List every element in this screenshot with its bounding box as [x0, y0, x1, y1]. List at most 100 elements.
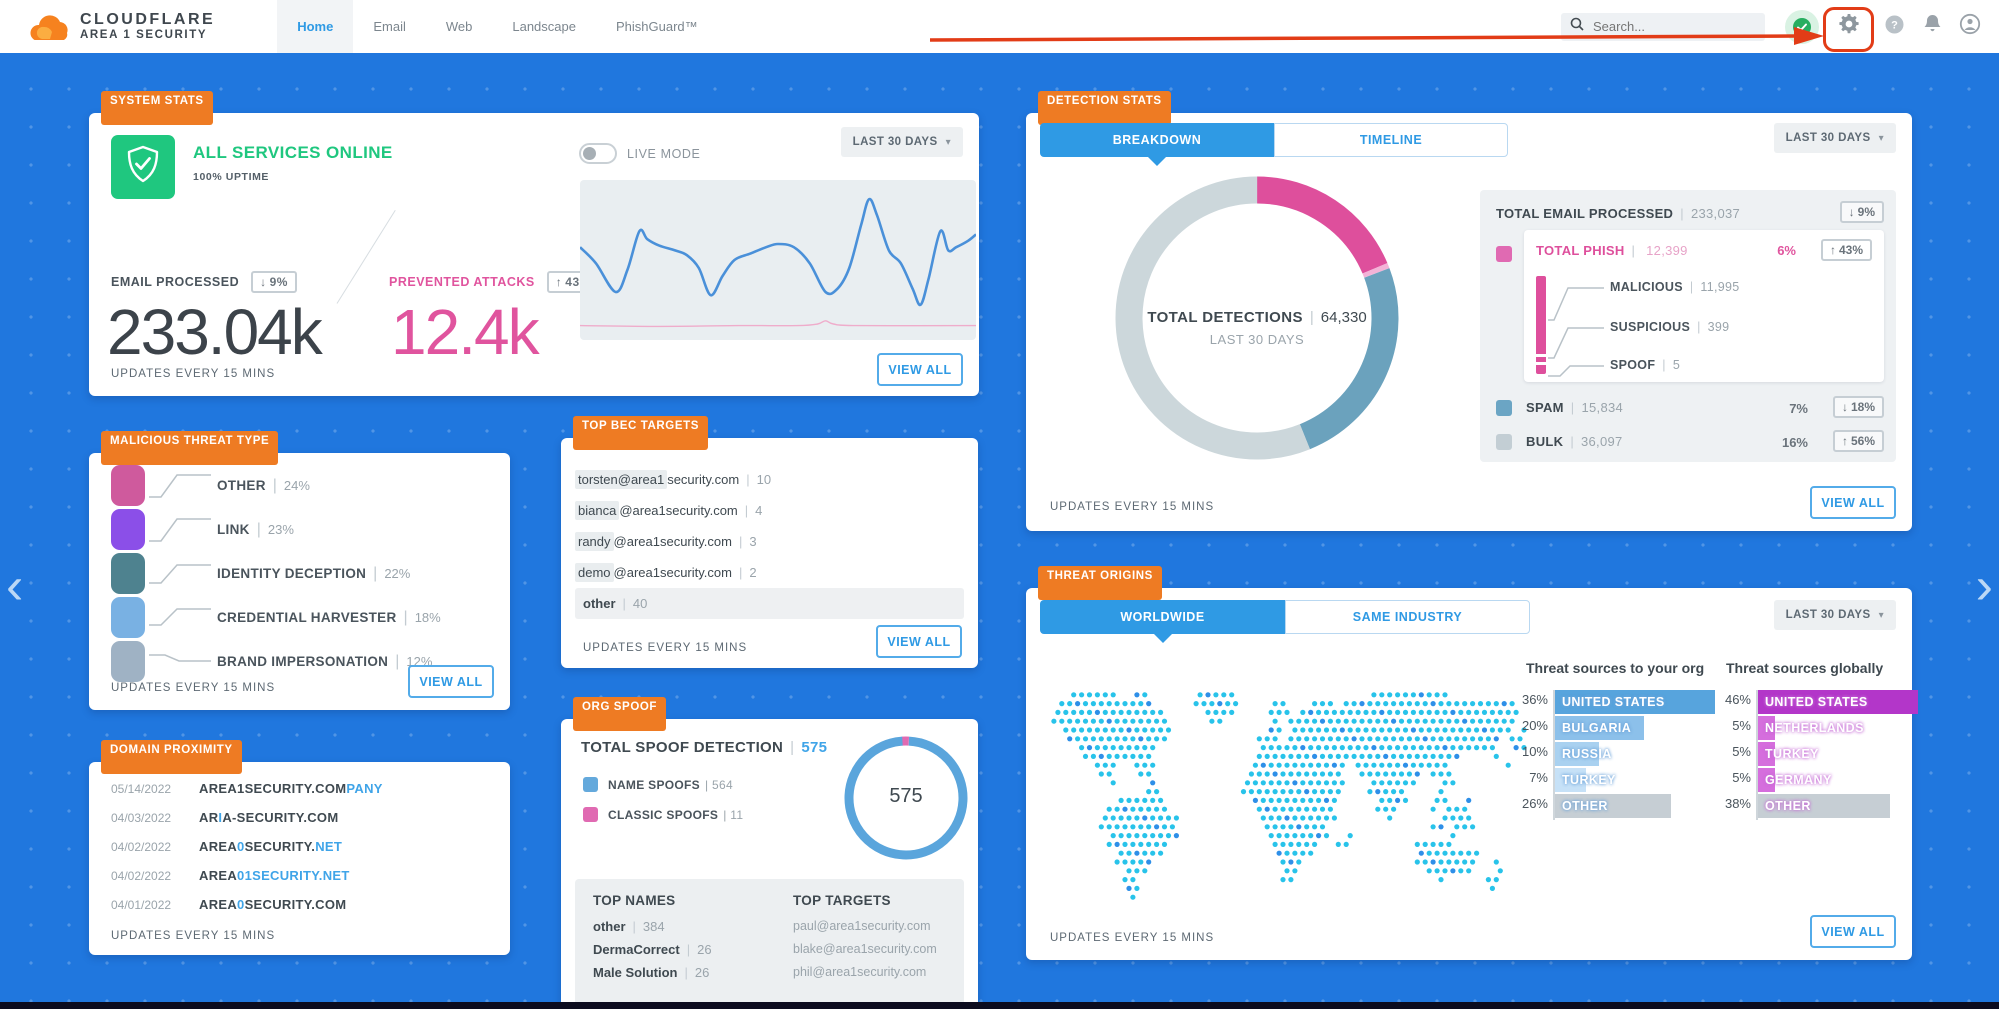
- view-all-button[interactable]: VIEW ALL: [1810, 486, 1896, 519]
- range-dropdown[interactable]: LAST 30 DAYS ▾: [1773, 123, 1896, 153]
- global-column-title: Threat sources globally: [1726, 660, 1884, 676]
- phish-sub-row: SPOOF | 5: [1610, 358, 1681, 372]
- threat-type-row: OTHER | 24%: [111, 465, 494, 506]
- top-bec-targets-card: TOP BEC TARGETS torsten@area1 security.co…: [561, 416, 978, 668]
- settings-button[interactable]: [1823, 4, 1875, 52]
- domain-row[interactable]: 04/02/2022 AREA0SECURITY.NET: [111, 832, 494, 861]
- bulk-row: BULK | 36,097: [1526, 434, 1623, 449]
- domain-date: 05/14/2022: [111, 781, 172, 796]
- live-mode-toggle[interactable]: LIVE MODE: [579, 143, 700, 164]
- account-button[interactable]: [1951, 13, 1989, 40]
- view-all-button[interactable]: VIEW ALL: [876, 625, 962, 658]
- global-bars: UNITED STATES NETHERLANDS TURKEY GERMANY OTH…: [1756, 690, 1918, 820]
- view-all-button[interactable]: VIEW ALL: [408, 665, 494, 698]
- toggle-track[interactable]: [579, 143, 617, 164]
- carousel-next-arrow[interactable]: ›: [1975, 557, 1993, 615]
- origin-bar: OTHER: [1758, 794, 1890, 818]
- phish-stacked-bar: [1536, 276, 1546, 374]
- connector-lines: [1548, 287, 1604, 377]
- threat-color-swatch: [111, 465, 145, 506]
- redacted-highlight: bianca: [575, 501, 620, 520]
- threat-type-label: OTHER: [217, 478, 266, 493]
- bec-count: 3: [749, 534, 757, 549]
- view-all-button[interactable]: VIEW ALL: [1810, 915, 1896, 948]
- nav-item-web[interactable]: Web: [445, 19, 473, 34]
- carousel-prev-arrow[interactable]: ‹: [6, 557, 24, 615]
- donut-center-text: TOTAL DETECTIONS | 64,330 LAST 30 DAYS: [1147, 309, 1367, 347]
- card-badge: DETECTION STATS: [1038, 91, 1171, 125]
- origin-bar: OTHER: [1555, 794, 1671, 818]
- domain-name: AREA1SECURITY.COMPANY: [199, 781, 383, 796]
- nav-item-landscape[interactable]: Landscape: [512, 19, 576, 34]
- range-dropdown[interactable]: LAST 30 DAYS ▾: [840, 127, 963, 157]
- updates-note: UPDATES EVERY 15 MINS: [111, 368, 276, 380]
- nav-right-cluster: ?: [1561, 0, 1999, 53]
- domain-row[interactable]: 04/03/2022 ARIA-SECURITY.COM: [111, 803, 494, 832]
- domain-name: AREA0SECURITY.NET: [199, 839, 343, 854]
- email-processed-value: 233.04k: [107, 296, 323, 368]
- search-input[interactable]: [1591, 18, 1751, 35]
- origin-bar-row: OTHER: [1555, 794, 1715, 818]
- status-shield-tile: [111, 135, 175, 199]
- bec-target-row: torsten@area1 security.com | 10: [575, 464, 964, 495]
- detection-breakdown-panel: TOTAL EMAIL PROCESSED | 233,037 ↓ 9% TOTAL…: [1480, 190, 1896, 462]
- nav-item-home[interactable]: Home: [277, 0, 354, 53]
- redacted-highlight: randy: [575, 532, 614, 551]
- threat-type-row: IDENTITY DECEPTION | 22%: [111, 553, 494, 594]
- help-button[interactable]: ?: [1875, 14, 1913, 40]
- bulk-swatch: [1496, 434, 1512, 450]
- card-badge: MALICIOUS THREAT TYPE: [101, 431, 279, 465]
- phish-swatch: [1496, 246, 1512, 262]
- threat-type-pct: 22%: [384, 566, 411, 581]
- uptime-label: 100% UPTIME: [193, 171, 270, 183]
- threat-type-pct: 23%: [267, 522, 294, 537]
- tab-same-industry[interactable]: SAME INDUSTRY: [1285, 600, 1530, 634]
- top-navbar: CLOUDFLARE AREA 1 SECURITY Home Email Web L…: [0, 0, 1999, 53]
- tab-breakdown[interactable]: BREAKDOWN: [1040, 123, 1274, 166]
- shield-check-icon: [125, 145, 161, 190]
- origin-bar-row: OTHER: [1758, 794, 1918, 818]
- search-box[interactable]: [1561, 12, 1765, 41]
- chevron-down-icon: ▾: [1878, 609, 1884, 621]
- threat-type-row: BRAND IMPERSONATION | 12%: [111, 641, 494, 682]
- top-names-title: TOP NAMES: [593, 893, 676, 908]
- top-target-row: blake@area1security.com: [793, 942, 937, 956]
- domain-row[interactable]: 04/01/2022 AREA0SECURITY.COM: [111, 890, 494, 919]
- bell-icon: [1923, 14, 1942, 39]
- origin-pct: 5%: [1732, 770, 1751, 785]
- origin-bar: NETHERLANDS: [1758, 716, 1863, 740]
- nav-item-phishguard[interactable]: PhishGuard™: [615, 19, 698, 34]
- tab-timeline[interactable]: TIMELINE: [1274, 123, 1508, 157]
- origin-bar: UNITED STATES: [1758, 690, 1918, 714]
- domain-row[interactable]: 04/02/2022 AREA01SECURITY.NET: [111, 861, 494, 890]
- range-dropdown[interactable]: LAST 30 DAYS ▾: [1773, 600, 1896, 630]
- phish-sub-row: MALICIOUS | 11,995: [1610, 280, 1740, 294]
- malicious-threat-type-card: MALICIOUS THREAT TYPE OTHER | 24% LINK | 23% I…: [89, 431, 510, 710]
- tab-worldwide[interactable]: WORLDWIDE: [1040, 600, 1285, 643]
- brand-logo[interactable]: CLOUDFLARE AREA 1 SECURITY: [28, 8, 215, 45]
- bec-target-row: randy @area1security.com | 3: [575, 526, 964, 557]
- verified-badge-icon[interactable]: [1785, 9, 1819, 44]
- threat-type-label: BRAND IMPERSONATION: [217, 654, 389, 669]
- spoof-detail-panel: TOP NAMES other | 384 DermaCorrect | 26 Male S…: [575, 879, 964, 1009]
- updates-note: UPDATES EVERY 15 MINS: [583, 642, 748, 654]
- threat-type-row: LINK | 23%: [111, 509, 494, 550]
- card-badge: ORG SPOOF: [573, 697, 667, 731]
- notifications-button[interactable]: [1913, 14, 1951, 39]
- total-email-row: TOTAL EMAIL PROCESSED | 233,037: [1496, 206, 1741, 221]
- live-mode-label: LIVE MODE: [627, 146, 701, 161]
- view-all-button[interactable]: VIEW ALL: [877, 353, 963, 386]
- threat-type-row: CREDENTIAL HARVESTER | 18%: [111, 597, 494, 638]
- domain-date: 04/02/2022: [111, 868, 172, 883]
- redacted-highlight: demo: [575, 563, 614, 582]
- prevented-attacks-label: PREVENTED ATTACKS ↑ 43%: [389, 271, 600, 293]
- threat-color-swatch: [111, 553, 145, 594]
- gear-icon: [1839, 13, 1859, 39]
- spam-swatch: [1496, 400, 1512, 416]
- legend-swatch: [583, 777, 598, 792]
- nav-item-email[interactable]: Email: [373, 19, 406, 34]
- help-icon: ?: [1884, 14, 1905, 40]
- domain-row[interactable]: 05/14/2022 AREA1SECURITY.COMPANY: [111, 774, 494, 803]
- threat-type-pct: 18%: [414, 610, 441, 625]
